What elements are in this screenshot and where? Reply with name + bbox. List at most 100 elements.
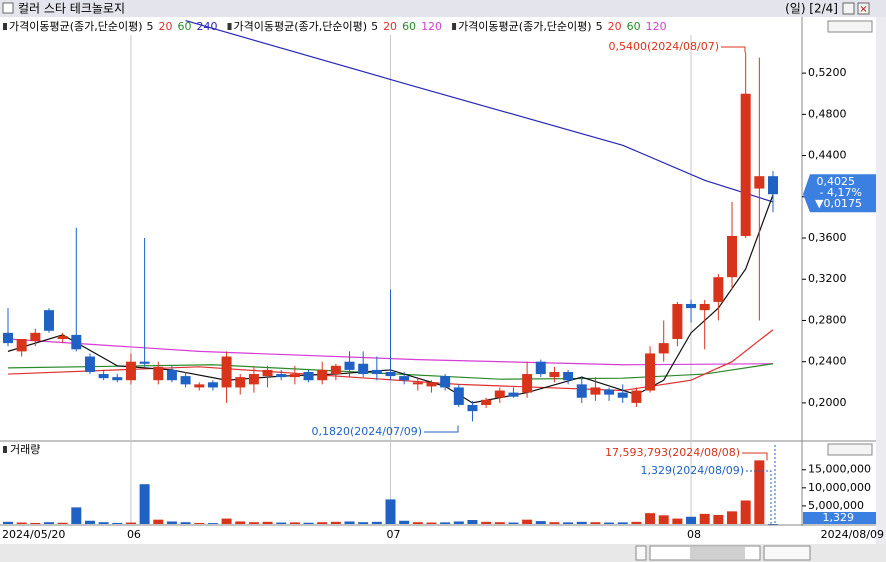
candle-body (768, 176, 778, 195)
side-toolbar[interactable] (876, 17, 886, 562)
scroll-thumb[interactable] (690, 547, 745, 559)
candle-body (535, 361, 546, 375)
volume-bar (645, 513, 656, 524)
moving-average-line (7, 363, 774, 380)
candle-body (576, 384, 587, 398)
candle-body (590, 387, 601, 395)
volume-bar (276, 522, 287, 524)
candle-body (617, 392, 628, 398)
candle-body (317, 369, 328, 381)
volume-bar (699, 513, 710, 524)
candle-body (426, 382, 437, 387)
volume-bar (330, 521, 341, 524)
y-tick-label: 15,000,000 (808, 463, 871, 476)
candle-body (84, 356, 95, 372)
candle-body (754, 176, 765, 189)
volume-bar (194, 522, 205, 524)
volume-bar (549, 522, 560, 524)
annotation-arrow (742, 452, 768, 461)
volume-bar (426, 522, 437, 524)
candle-body (207, 382, 218, 388)
x-tick-label: 06 (127, 528, 141, 541)
candle-body (631, 390, 642, 403)
candle-body (699, 303, 710, 311)
candle-body (604, 389, 615, 395)
last-change-pct: - 4,17% (820, 186, 862, 199)
close-button[interactable] (857, 2, 870, 15)
legend-icon (452, 23, 457, 30)
x-tick-label: 2024/08/09 (821, 528, 884, 541)
legend-period: 20 (383, 20, 397, 33)
last-price-box (803, 174, 876, 213)
moving-average-line (185, 19, 774, 203)
legend-period: 20 (608, 20, 622, 33)
candle-body (276, 374, 287, 378)
candle-body (645, 353, 656, 391)
annotation: 0,5400(2024/08/07) (609, 40, 719, 53)
legend-period: 5 (596, 20, 603, 33)
x-tick-label: 07 (387, 528, 401, 541)
candle-body (180, 376, 191, 385)
volume-bar (440, 522, 451, 524)
y-tick-label: 0,3200 (808, 272, 847, 285)
volume-bar (153, 519, 164, 524)
x-tick-label: 08 (687, 528, 701, 541)
candle-body (221, 356, 232, 388)
restore-button[interactable] (842, 2, 855, 15)
volume-bar (98, 522, 109, 524)
y-tick-label: 0,2000 (808, 396, 847, 409)
candle-body (248, 374, 259, 385)
volume-bar (43, 522, 54, 524)
candle-body (43, 310, 54, 331)
x-tick-label: 2024/05/20 (2, 528, 65, 541)
candle-body (658, 343, 669, 354)
volume-bar (57, 522, 68, 524)
candle-body (16, 339, 27, 352)
volume-bar (139, 484, 150, 524)
volume-bar (289, 522, 300, 524)
volume-bar (754, 460, 765, 524)
legend-icon (3, 446, 7, 453)
candle-body (344, 361, 355, 370)
annotation-arrow (424, 425, 459, 433)
title-bar (0, 0, 886, 17)
candle-body (412, 382, 423, 385)
annotation: 0,1820(2024/07/09) (312, 425, 422, 438)
volume-bar (535, 521, 546, 524)
period-label: (일) [2/4] (785, 2, 838, 16)
volume-bar (686, 516, 697, 524)
annotation-arrow (721, 46, 746, 53)
volume-title: 거래량 (10, 443, 40, 456)
candle-body (125, 361, 136, 381)
legend-period: 20 (159, 20, 173, 33)
volume-bar (399, 520, 410, 524)
volume-bar (412, 522, 423, 524)
y-tick-label: 0,4400 (808, 149, 847, 162)
candle-body (30, 332, 41, 342)
legend-period: 60 (627, 20, 641, 33)
zoom-buttons[interactable] (763, 545, 811, 561)
volume-bar (166, 521, 177, 524)
volume-bar (248, 522, 259, 524)
annotation: 17,593,793(2024/08/08) (605, 446, 740, 459)
legend-period: 5 (147, 20, 154, 33)
close-icon: × (859, 4, 867, 15)
volume-bar (672, 518, 683, 524)
pane-buttons[interactable] (827, 20, 873, 33)
volume-bar (508, 522, 519, 524)
candle-body (727, 235, 738, 278)
last-volume: 1,329 (823, 511, 855, 524)
candle-body (235, 377, 246, 388)
pane-buttons[interactable] (827, 443, 873, 456)
legend-period: 60 (178, 20, 192, 33)
volume-bar (453, 521, 464, 524)
volume-bar (112, 522, 123, 524)
candle-body (303, 371, 314, 381)
volume-bar (358, 522, 369, 524)
scroll-button[interactable] (635, 545, 647, 561)
volume-bar (303, 522, 314, 524)
annotation-arrow (746, 470, 772, 524)
candle-body (71, 334, 82, 350)
candle-body (139, 361, 150, 364)
